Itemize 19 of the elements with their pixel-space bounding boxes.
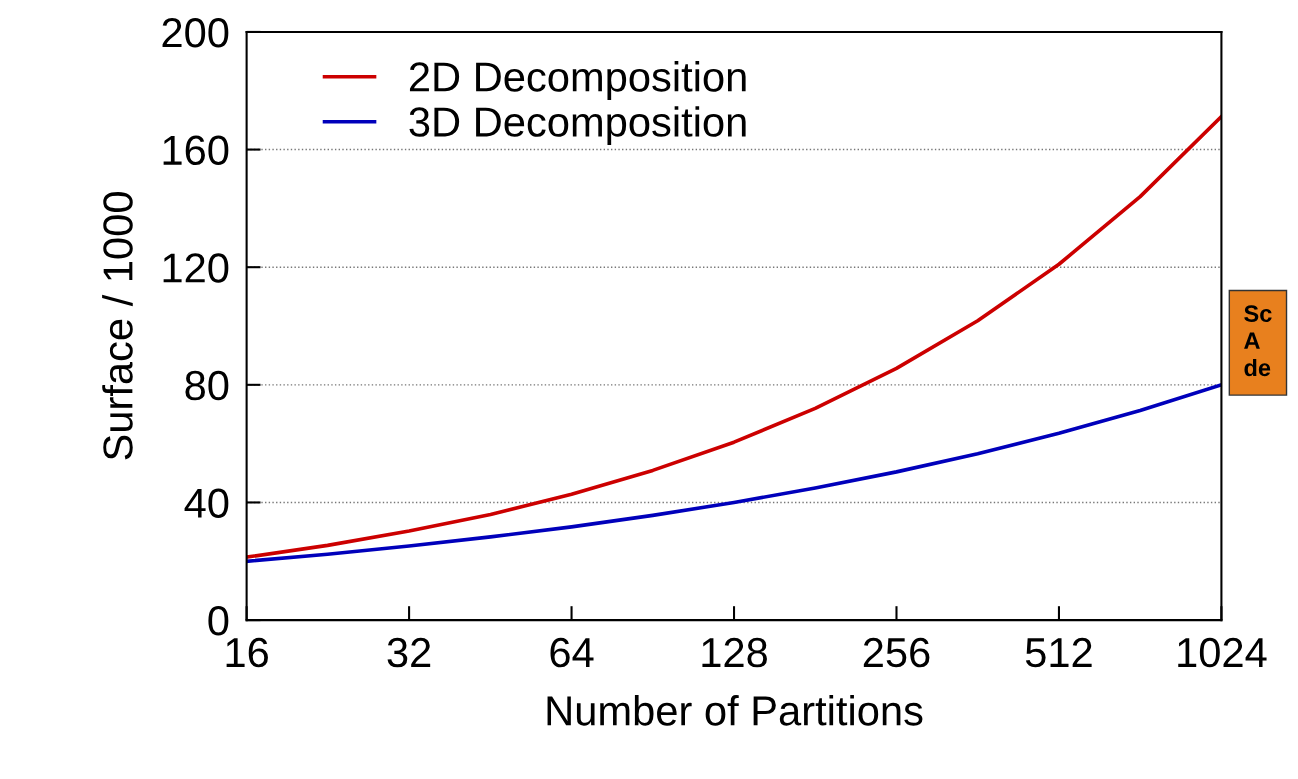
x-tick-label: 256: [863, 637, 930, 668]
x-tick-label: 1024: [1178, 637, 1267, 668]
y-axis-title: Surface / 1000: [102, 192, 133, 460]
y-tick-label: 120: [163, 253, 229, 283]
x-axis-title: Number of Partitions: [547, 695, 923, 726]
y-tick-label: 160: [163, 135, 229, 166]
y-tick-label: 80: [185, 370, 229, 401]
y-tick-label: 0: [208, 606, 229, 636]
legend-label: 3D Decomposition: [409, 106, 746, 146]
legend-label: 2D Decomposition: [409, 61, 746, 100]
text: Sc A de: [1244, 305, 1272, 377]
y-tick-label: 40: [184, 488, 229, 518]
x-tick-label: 32: [387, 637, 431, 668]
x-tick-label: 512: [1025, 637, 1092, 668]
x-tick-label: 64: [550, 637, 594, 668]
line-series: [246, 383, 1222, 564]
x-tick-label: 128: [702, 637, 767, 668]
y-tick-label: 200: [162, 17, 229, 48]
x-tick-label: 16: [226, 637, 268, 668]
